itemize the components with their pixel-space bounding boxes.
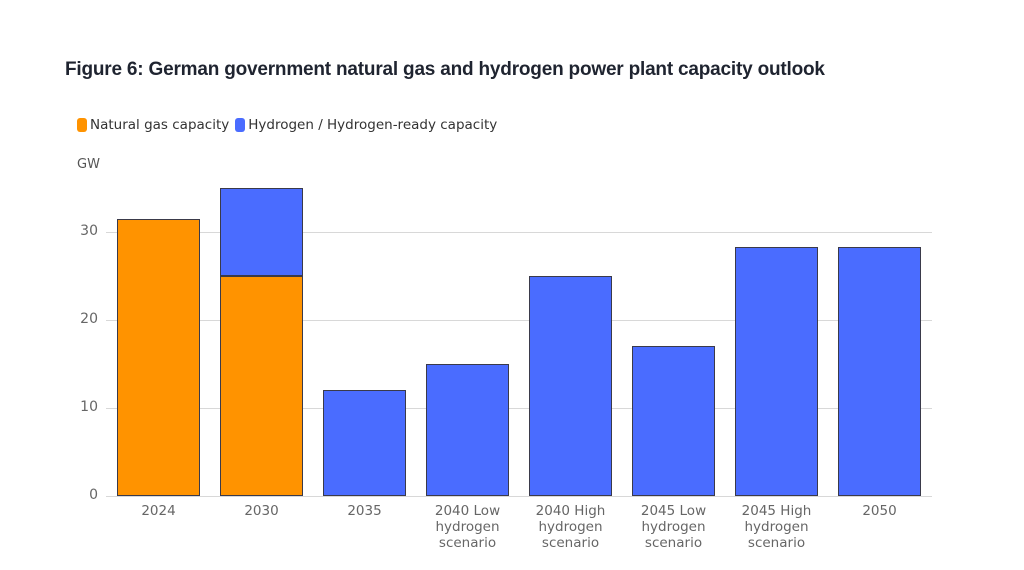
hydrogen-bar[interactable] — [529, 276, 612, 496]
legend-item-natural-gas[interactable]: Natural gas capacity — [77, 117, 229, 133]
gridline — [106, 496, 932, 497]
natural-gas-bar[interactable] — [220, 276, 303, 496]
x-tick-label: 2035 — [347, 503, 382, 519]
x-tick-label: 2030 — [244, 503, 279, 519]
legend: Natural gas capacity Hydrogen / Hydrogen… — [77, 117, 503, 133]
x-tick-label: 2045 High hydrogen scenario — [741, 503, 812, 551]
gridline — [106, 232, 932, 233]
x-tick-label: 2045 Low hydrogen scenario — [640, 503, 707, 551]
hydrogen-bar[interactable] — [323, 390, 406, 496]
legend-label: Natural gas capacity — [90, 117, 230, 133]
hydrogen-swatch-icon — [235, 118, 246, 132]
y-tick-label: 0 — [89, 487, 98, 503]
legend-item-hydrogen[interactable]: Hydrogen / Hydrogen-ready capacity — [235, 117, 497, 133]
natural-gas-swatch-icon — [77, 118, 87, 132]
gridline — [106, 320, 932, 321]
y-tick-label: 20 — [80, 311, 98, 327]
x-tick-label: 2050 — [862, 503, 897, 519]
hydrogen-bar[interactable] — [838, 246, 921, 496]
x-tick-label: 2040 Low hydrogen scenario — [434, 503, 501, 551]
hydrogen-bar[interactable] — [220, 188, 303, 276]
x-tick-label: 2024 — [141, 503, 176, 519]
y-tick-label: 10 — [80, 399, 98, 415]
y-tick-label: 30 — [80, 223, 98, 239]
legend-label: Hydrogen / Hydrogen-ready capacity — [248, 117, 498, 133]
hydrogen-bar[interactable] — [632, 346, 715, 496]
hydrogen-bar[interactable] — [426, 364, 509, 496]
y-axis-unit: GW — [77, 157, 100, 172]
natural-gas-bar[interactable] — [117, 218, 200, 496]
chart-title: Figure 6: German government natural gas … — [65, 59, 825, 80]
gridline — [106, 408, 932, 409]
x-tick-label: 2040 High hydrogen scenario — [535, 503, 606, 551]
hydrogen-bar[interactable] — [735, 246, 818, 496]
